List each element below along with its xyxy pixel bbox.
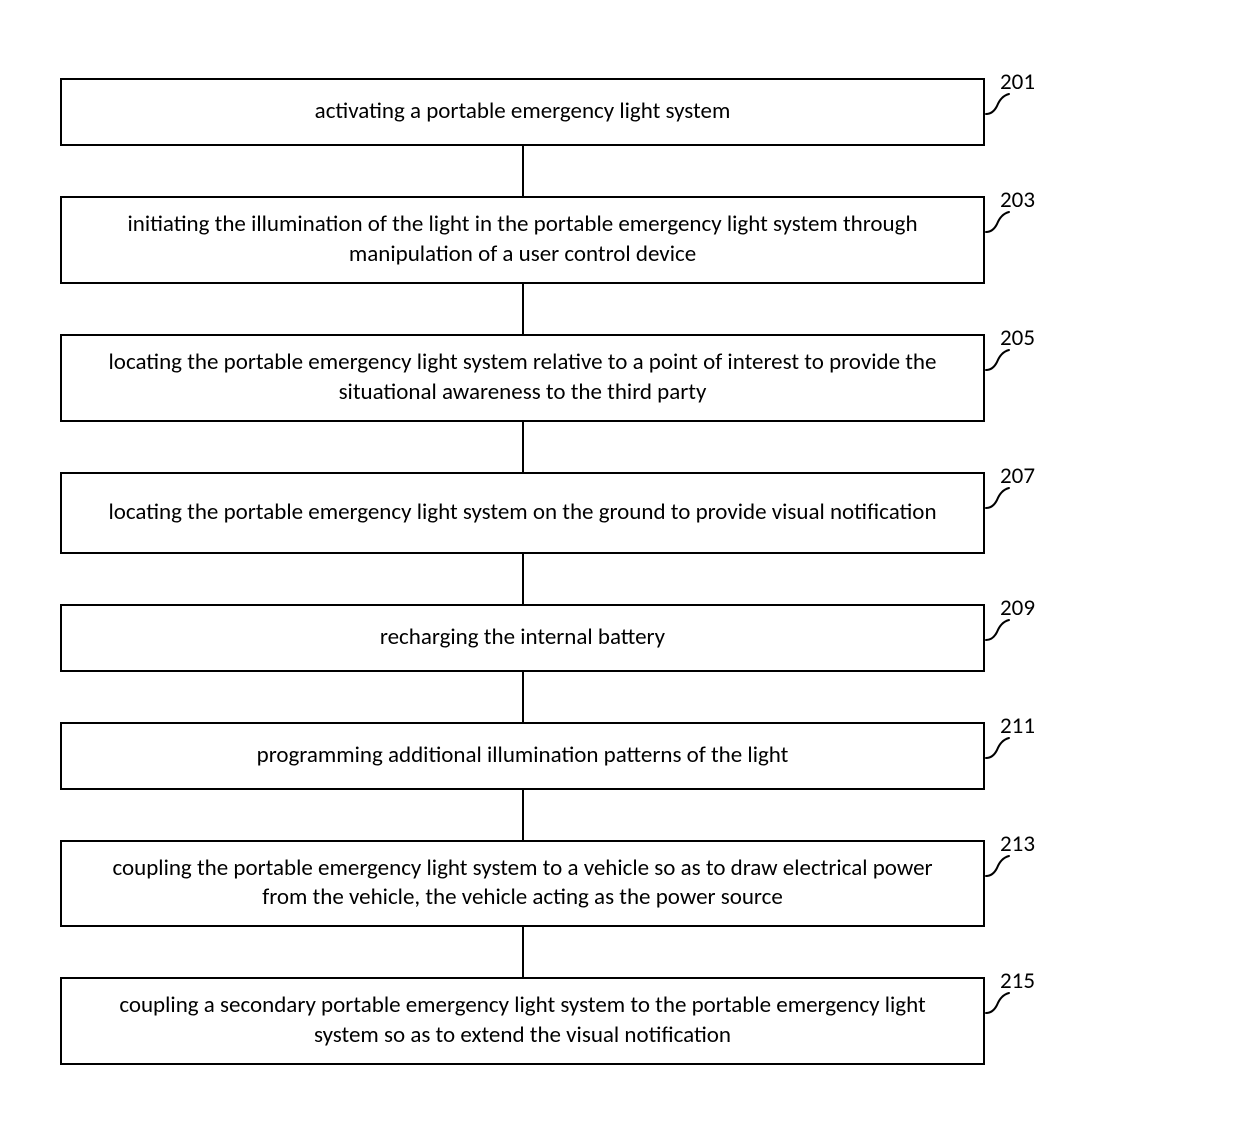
flow-connector (522, 422, 524, 472)
flow-step-label: 207 (1000, 462, 1035, 490)
flow-step-209: recharging the internal battery209 (60, 604, 1180, 672)
flow-step-213: coupling the portable emergency light sy… (60, 840, 1180, 928)
flow-step-box: recharging the internal battery (60, 604, 985, 672)
flow-step-text: coupling a secondary portable emergency … (92, 991, 953, 1051)
flow-step-205: locating the portable emergency light sy… (60, 334, 1180, 422)
flow-connector (522, 146, 524, 196)
flow-step-box: activating a portable emergency light sy… (60, 78, 985, 146)
flow-connector (522, 790, 524, 840)
flow-step-203: initiating the illumination of the light… (60, 196, 1180, 284)
flow-step-label: 211 (1000, 712, 1035, 740)
flow-step-215: coupling a secondary portable emergency … (60, 977, 1180, 1065)
flow-step-box: programming additional illumination patt… (60, 722, 985, 790)
flow-step-text: locating the portable emergency light sy… (108, 498, 936, 528)
flow-step-label: 205 (1000, 324, 1035, 352)
flow-step-label: 201 (1000, 68, 1035, 96)
flow-connector (522, 554, 524, 604)
flow-step-box: coupling a secondary portable emergency … (60, 977, 985, 1065)
flow-step-207: locating the portable emergency light sy… (60, 472, 1180, 554)
flow-step-text: initiating the illumination of the light… (92, 210, 953, 270)
flow-connector (522, 284, 524, 334)
flow-step-211: programming additional illumination patt… (60, 722, 1180, 790)
flow-step-201: activating a portable emergency light sy… (60, 78, 1180, 146)
flow-step-label: 203 (1000, 186, 1035, 214)
flow-step-label: 209 (1000, 594, 1035, 622)
flow-step-text: programming additional illumination patt… (257, 741, 789, 771)
flow-step-label: 215 (1000, 967, 1035, 995)
flow-step-box: coupling the portable emergency light sy… (60, 840, 985, 928)
flow-step-text: locating the portable emergency light sy… (92, 348, 953, 408)
flow-step-box: initiating the illumination of the light… (60, 196, 985, 284)
flow-step-text: recharging the internal battery (380, 623, 665, 653)
flow-connector (522, 672, 524, 722)
flow-step-text: coupling the portable emergency light sy… (92, 854, 953, 914)
flowchart-container: activating a portable emergency light sy… (60, 78, 1180, 1065)
flow-step-box: locating the portable emergency light sy… (60, 472, 985, 554)
flow-step-text: activating a portable emergency light sy… (315, 97, 731, 127)
flow-connector (522, 927, 524, 977)
flow-step-label: 213 (1000, 830, 1035, 858)
flow-step-box: locating the portable emergency light sy… (60, 334, 985, 422)
